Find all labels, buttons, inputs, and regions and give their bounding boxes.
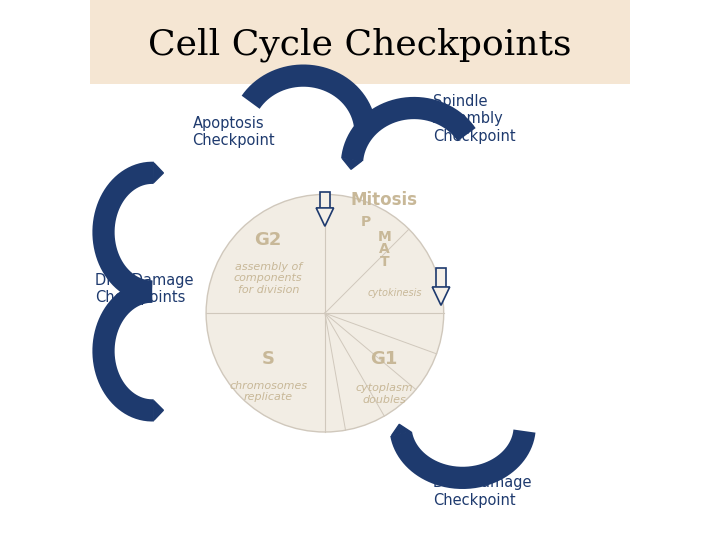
- Text: A: A: [379, 242, 390, 256]
- Polygon shape: [343, 159, 362, 170]
- FancyBboxPatch shape: [436, 268, 446, 289]
- Polygon shape: [355, 123, 374, 134]
- Text: assembly of
components
for division: assembly of components for division: [234, 261, 302, 295]
- Text: Mitosis: Mitosis: [351, 191, 418, 209]
- Polygon shape: [392, 424, 410, 436]
- Text: Cell Cycle Checkpoints: Cell Cycle Checkpoints: [148, 27, 572, 62]
- Text: cytokinesis: cytokinesis: [368, 288, 423, 298]
- Text: DNA Damage
Checkpoints: DNA Damage Checkpoints: [95, 273, 194, 305]
- Text: P: P: [360, 215, 371, 230]
- Polygon shape: [153, 401, 163, 420]
- Text: Apoptosis
Checkpoint: Apoptosis Checkpoint: [193, 116, 275, 148]
- Text: T: T: [379, 255, 389, 269]
- Text: Spindle
Assembly
Checkpoint: Spindle Assembly Checkpoint: [433, 94, 516, 144]
- Text: cytoplasm
doubles: cytoplasm doubles: [356, 383, 413, 405]
- Text: G2: G2: [254, 231, 282, 249]
- Text: DNA Damage
Checkpoint: DNA Damage Checkpoint: [433, 475, 531, 508]
- Polygon shape: [432, 287, 450, 305]
- Polygon shape: [153, 163, 163, 183]
- Text: M: M: [377, 230, 391, 244]
- FancyBboxPatch shape: [320, 192, 330, 211]
- Text: chromosomes
replicate: chromosomes replicate: [229, 381, 307, 402]
- Polygon shape: [316, 208, 333, 226]
- FancyBboxPatch shape: [90, 0, 630, 84]
- Text: S: S: [261, 350, 275, 368]
- Circle shape: [206, 194, 444, 432]
- Text: G1: G1: [371, 350, 398, 368]
